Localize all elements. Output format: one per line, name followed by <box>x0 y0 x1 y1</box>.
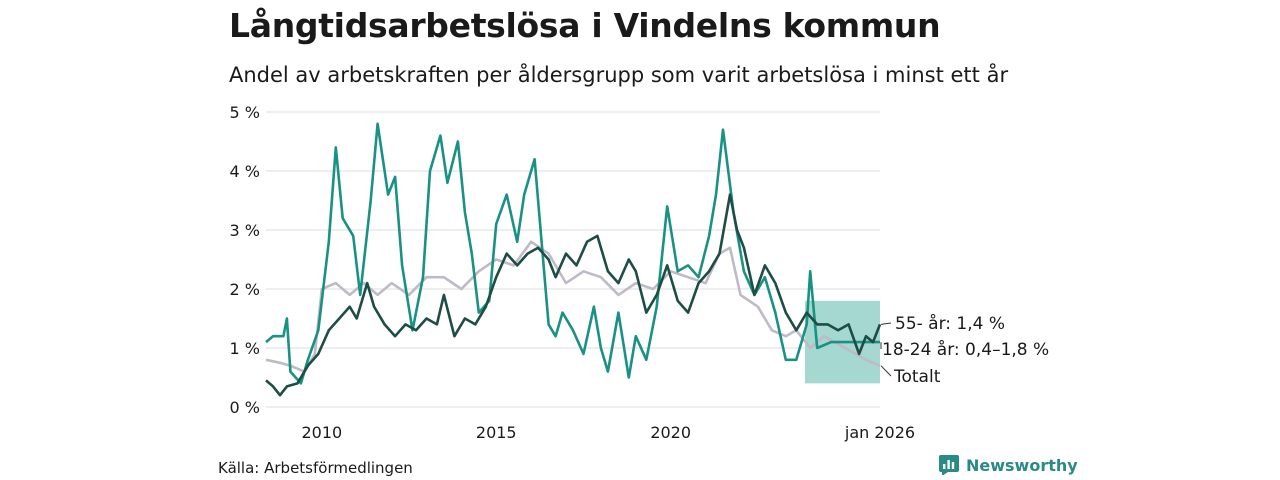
series-label-age_55_plus: 55- år: 1,4 % <box>895 313 1005 334</box>
series-line-age_55_plus <box>265 193 882 397</box>
brand-logo: Newsworthy <box>939 455 1078 475</box>
y-tick-label: 1 % <box>230 339 260 358</box>
brand-name: Newsworthy <box>966 455 1078 475</box>
gridlines <box>266 111 880 408</box>
label-leader-age_55_plus <box>880 322 892 325</box>
x-tick-label: jan 2026 <box>844 423 915 442</box>
series-label-total: Totalt <box>893 367 941 387</box>
axis-ticks: 0 % 1 % 2 % 3 % 4 % 5 % 2010 2015 2020 jan 2026 <box>230 103 916 442</box>
newsworthy-logo-icon <box>939 455 959 475</box>
series-lines <box>265 122 882 397</box>
y-tick-label: 3 % <box>230 221 260 240</box>
x-tick-label: 2015 <box>476 423 517 442</box>
y-tick-label: 0 % <box>230 398 260 417</box>
y-tick-label: 2 % <box>230 280 260 299</box>
chart-title: Långtidsarbetslösa i Vindelns kommun <box>229 6 941 45</box>
series-line-total <box>265 240 881 373</box>
x-tick-label: 2020 <box>650 423 691 442</box>
source-note: Källa: Arbetsförmedlingen <box>218 459 413 477</box>
chart-subtitle: Andel av arbetskraften per åldersgrupp s… <box>229 63 1009 87</box>
series-labels: 55- år: 1,4 % 18-24 år: 0,4–1,8 % Totalt <box>880 313 1049 387</box>
label-leader-total <box>880 365 892 377</box>
y-tick-label: 4 % <box>230 162 260 181</box>
x-tick-label: 2010 <box>301 423 342 442</box>
series-line-age_18_24 <box>265 122 880 385</box>
y-tick-label: 5 % <box>230 103 260 122</box>
series-label-age_18_24: 18-24 år: 0,4–1,8 % <box>882 339 1049 360</box>
